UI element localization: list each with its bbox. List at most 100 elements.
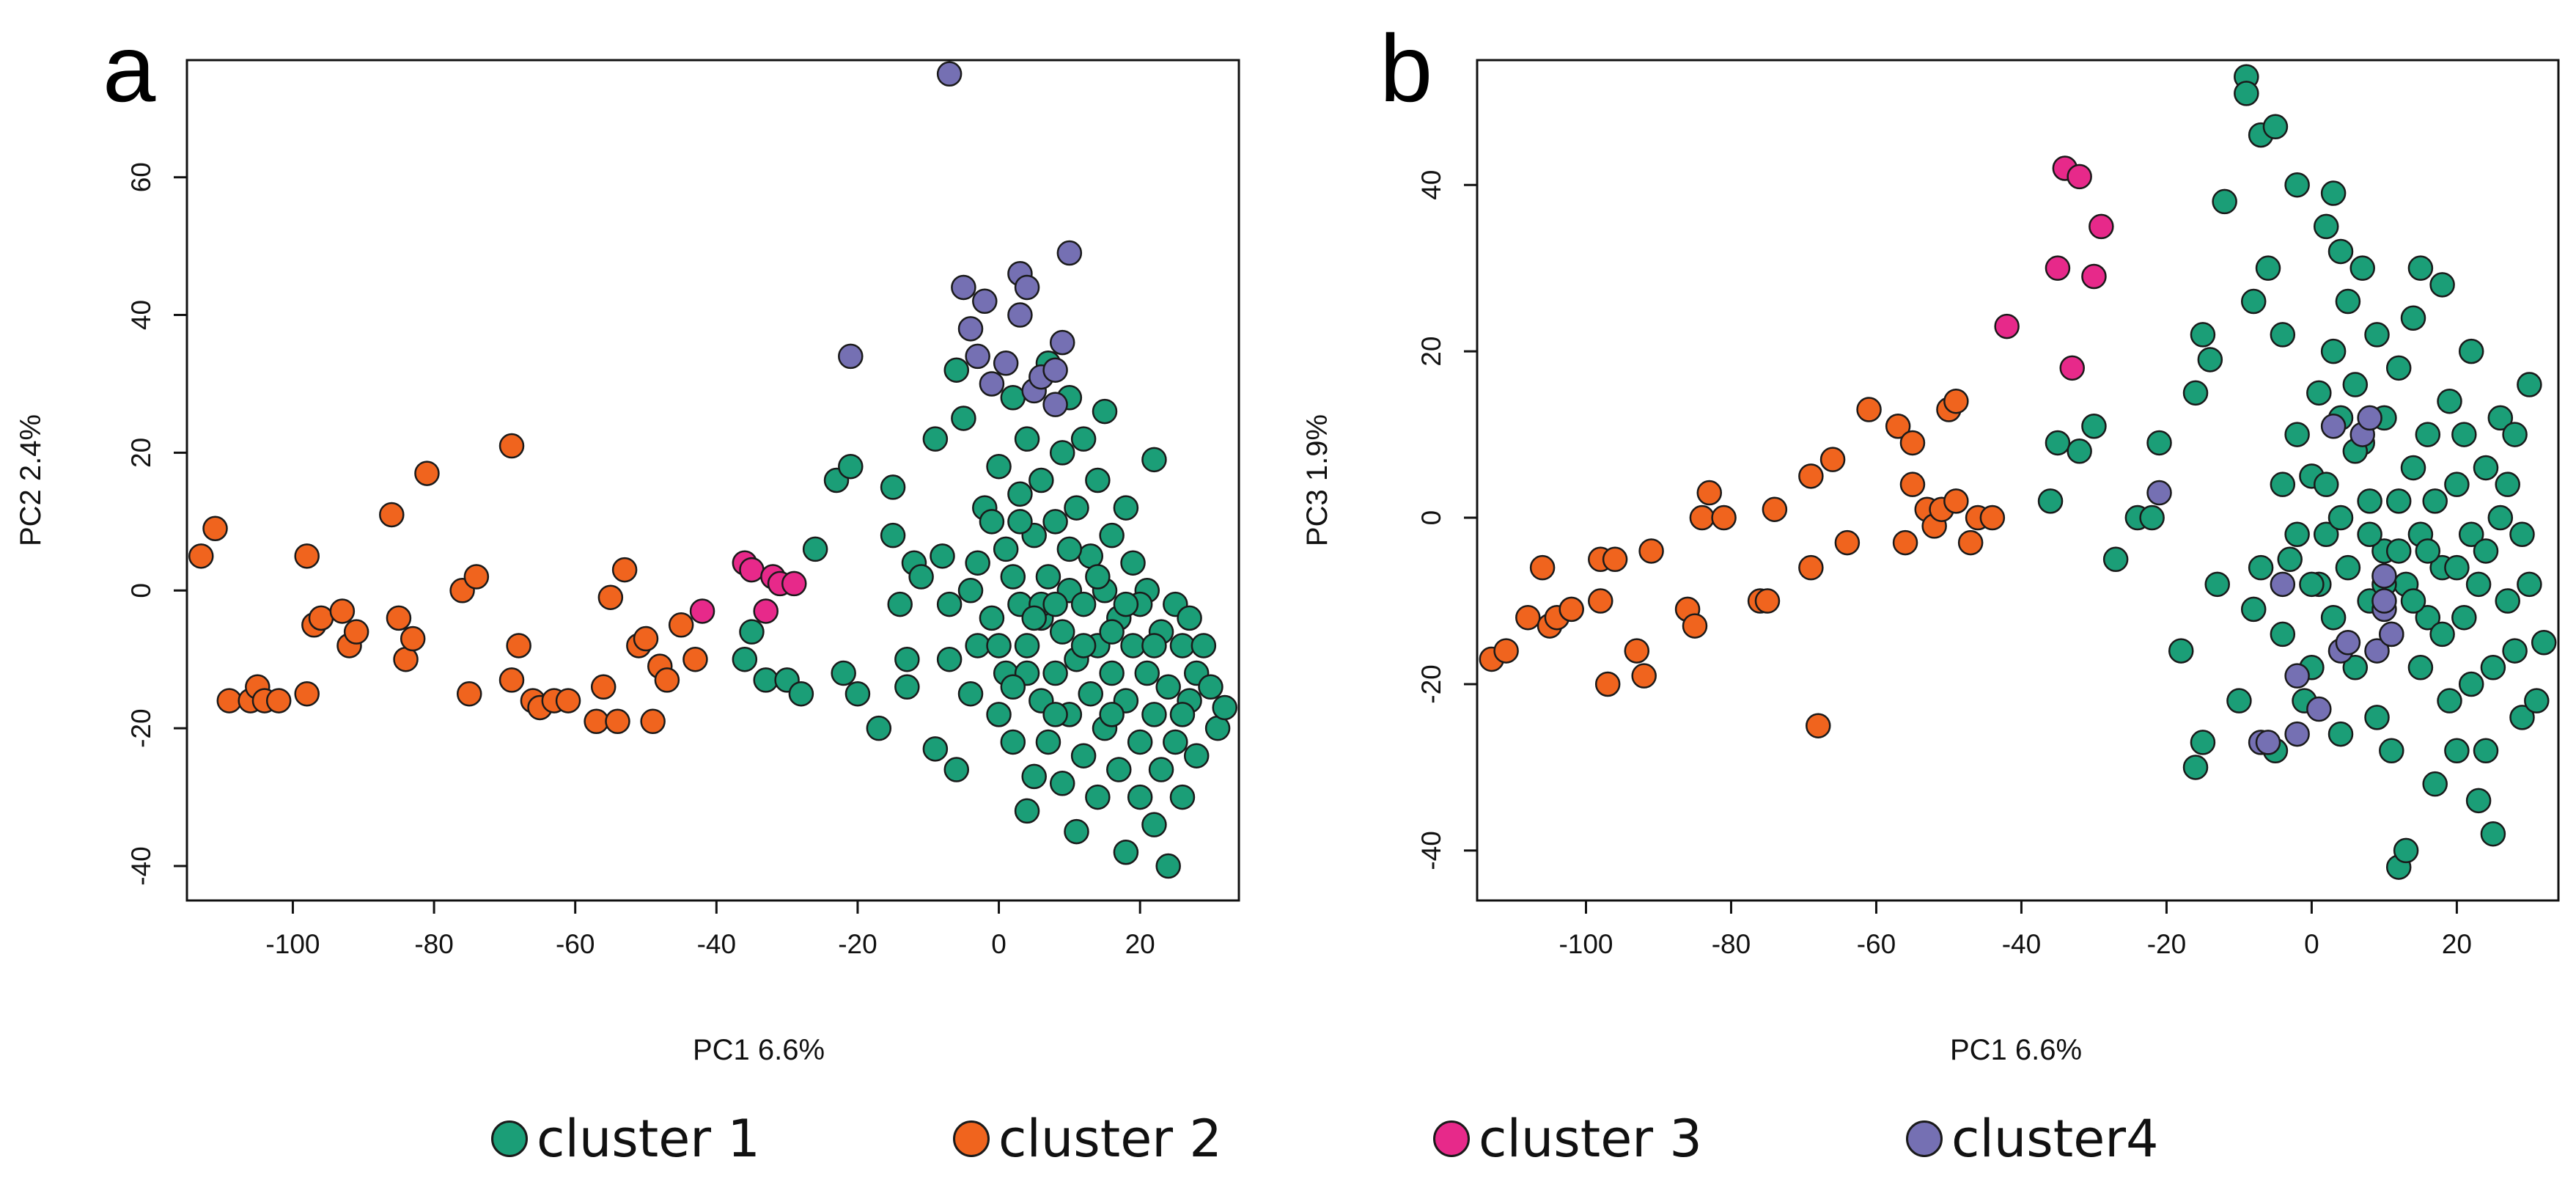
legend-marker-cluster-2 <box>953 1120 990 1157</box>
point-cluster-1 <box>1134 660 1160 686</box>
point-cluster-1 <box>2473 455 2499 481</box>
x-tick-label-b: -80 <box>1712 929 1751 959</box>
point-cluster-1 <box>908 564 934 590</box>
point-cluster-1 <box>2270 621 2296 647</box>
point-cluster-1 <box>1035 564 1061 590</box>
point-cluster-2 <box>1559 596 1584 623</box>
point-cluster-3 <box>753 598 779 624</box>
point-cluster-2 <box>1834 529 1861 556</box>
point-cluster-1 <box>2364 322 2390 348</box>
point-cluster-1 <box>2502 422 2528 447</box>
y-tick-label-a: 60 <box>126 162 156 192</box>
point-cluster-1 <box>2327 721 2354 747</box>
legend-label-cluster-1: cluster 1 <box>537 1109 760 1169</box>
point-cluster-1 <box>1169 702 1196 727</box>
point-cluster-1 <box>986 453 1012 480</box>
point-cluster-1 <box>894 646 920 672</box>
point-cluster-1 <box>2487 405 2514 431</box>
series-cluster-1-a <box>732 351 1237 879</box>
point-cluster-3 <box>1994 313 2020 340</box>
point-cluster-1 <box>2306 380 2332 406</box>
point-cluster-2 <box>1602 546 1628 573</box>
point-cluster-1 <box>1106 757 1132 782</box>
point-cluster-1 <box>2168 638 2194 664</box>
point-cluster-1 <box>2422 488 2448 514</box>
point-cluster4 <box>2371 563 2397 589</box>
point-cluster-1 <box>2342 655 2369 680</box>
point-cluster-2 <box>1594 671 1621 697</box>
point-cluster-1 <box>2385 355 2412 381</box>
scatter-plot-b: -100 -80 -60 -40 -20 0 20 -40 -20 0 20 40 PC1 6.6% PC… <box>1301 59 2560 1066</box>
point-cluster-1 <box>2342 372 2369 397</box>
point-cluster-1 <box>732 646 758 672</box>
y-tick-label-a: -40 <box>126 846 156 885</box>
point-cluster-1 <box>2335 554 2361 581</box>
point-cluster4 <box>1007 302 1033 328</box>
y-tick-label-a: 0 <box>126 583 156 598</box>
point-cluster-2 <box>611 557 638 583</box>
legend-label-cluster-3: cluster 3 <box>1479 1109 1702 1169</box>
point-cluster-1 <box>1021 763 1047 790</box>
point-cluster-1 <box>2182 755 2209 780</box>
point-cluster-1 <box>2102 546 2129 573</box>
point-cluster-1 <box>2429 272 2455 298</box>
point-cluster-1 <box>965 550 990 576</box>
y-tick-label-b: -40 <box>1416 831 1446 870</box>
point-cluster-1 <box>979 605 1005 631</box>
point-cluster-1 <box>2190 322 2216 348</box>
point-cluster-1 <box>2313 521 2339 548</box>
point-cluster-1 <box>2517 372 2542 397</box>
point-cluster-1 <box>1000 674 1026 700</box>
point-cluster-1 <box>1007 509 1033 535</box>
point-cluster-1 <box>922 426 949 452</box>
point-cluster-1 <box>2327 505 2354 531</box>
point-cluster-1 <box>1014 798 1040 824</box>
point-cluster-2 <box>498 433 525 459</box>
point-cluster-2 <box>1762 496 1788 522</box>
point-cluster-2 <box>265 688 292 713</box>
point-cluster-1 <box>2349 255 2375 281</box>
point-cluster-2 <box>379 502 405 528</box>
point-cluster-1 <box>2509 521 2535 548</box>
series-cluster-3-b <box>1994 155 2114 381</box>
x-axis-label-a: PC1 6.6% <box>693 1034 825 1066</box>
x-tick-label-a: -40 <box>697 929 736 959</box>
point-cluster-1 <box>1191 633 1217 658</box>
point-cluster-1 <box>979 509 1005 535</box>
x-tick-label-b: 0 <box>2304 929 2319 959</box>
x-tick-label-a: 0 <box>991 929 1007 959</box>
point-cluster-1 <box>1113 839 1139 865</box>
point-cluster-1 <box>2495 588 2520 614</box>
point-cluster-2 <box>1798 463 1824 489</box>
point-cluster-3 <box>2067 164 2092 190</box>
point-cluster-1 <box>1099 522 1125 549</box>
point-cluster-1 <box>2473 538 2499 564</box>
point-cluster-2 <box>1856 397 1882 422</box>
point-cluster4 <box>1056 240 1083 266</box>
point-cluster-1 <box>1141 812 1167 837</box>
point-cluster-2 <box>400 625 426 652</box>
point-cluster-2 <box>456 680 482 707</box>
point-cluster-1 <box>2458 521 2484 548</box>
point-cluster-1 <box>2335 288 2361 315</box>
point-cluster-1 <box>2458 338 2484 364</box>
point-cluster-1 <box>2182 380 2209 406</box>
point-cluster4 <box>2335 630 2361 656</box>
point-cluster-2 <box>188 543 214 569</box>
point-cluster4 <box>2255 730 2281 755</box>
legend-marker-cluster-3 <box>1433 1120 1470 1157</box>
point-cluster-1 <box>2429 621 2455 647</box>
plot-frame-b <box>1476 59 2560 902</box>
point-cluster-1 <box>1049 440 1075 466</box>
point-cluster-1 <box>2081 413 2107 439</box>
point-cluster-1 <box>2240 596 2267 623</box>
point-cluster-1 <box>2240 288 2267 315</box>
point-cluster-1 <box>2473 738 2499 764</box>
series-cluster-3-a <box>689 550 807 624</box>
point-cluster-1 <box>1099 660 1125 686</box>
point-cluster4 <box>2379 621 2404 647</box>
point-cluster-1 <box>2320 604 2347 631</box>
point-cluster-1 <box>2234 81 2259 106</box>
point-cluster4 <box>1042 357 1068 383</box>
point-cluster-2 <box>329 598 356 624</box>
